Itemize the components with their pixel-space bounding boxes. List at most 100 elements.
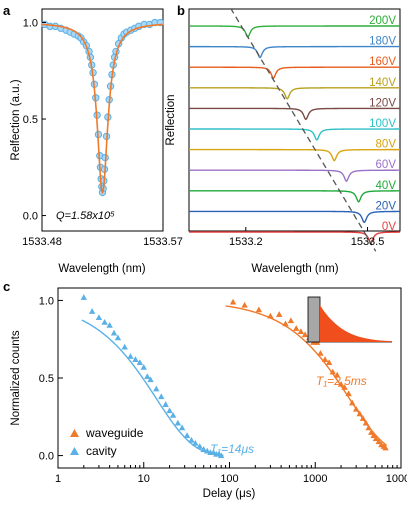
panel-a-xlabel: Wavelength (nm) xyxy=(58,263,145,275)
panel-c-data xyxy=(80,294,389,459)
legend-waveguide-label: waveguide xyxy=(85,426,144,440)
cavity-fit-label: T₁=14μs xyxy=(210,442,254,456)
panel-b-letter: b xyxy=(177,3,185,18)
panel-c-xtick-label: 1000 xyxy=(303,473,327,485)
panel-c-xtick-label: 100 xyxy=(220,473,238,485)
panel-b-ylabel: Reflection xyxy=(165,94,177,145)
legend-cavity-label: cavity xyxy=(86,444,117,458)
waveguide-point xyxy=(337,381,345,387)
cavity-point xyxy=(136,359,144,366)
panel-c-xlabel: Delay (μs) xyxy=(203,488,256,500)
voltage-label-160V: 160V xyxy=(369,56,396,68)
cavity-point xyxy=(192,439,199,446)
reflection-trace-120V xyxy=(189,107,400,121)
panel-b-frame xyxy=(188,8,401,232)
panel-c-xtick-label: 1 xyxy=(55,473,61,485)
waveguide-point xyxy=(276,311,283,317)
reflection-trace-200V xyxy=(189,25,400,38)
waveguide-point xyxy=(325,359,333,366)
panel-b-xtick-label: 1533.2 xyxy=(229,236,263,248)
voltage-label-120V: 120V xyxy=(369,97,396,109)
panel-a-data xyxy=(40,18,165,197)
waveguide-point xyxy=(359,415,367,421)
panel-c-ytick-label: 1.0 xyxy=(39,295,54,307)
voltage-label-20V: 20V xyxy=(376,200,397,212)
reflection-trace-160V xyxy=(189,66,400,80)
waveguide-point xyxy=(297,328,305,335)
voltage-label-100V: 100V xyxy=(369,118,396,130)
reflection-trace-100V xyxy=(189,128,400,141)
panel-b: b 200V 180V 160V 140V 120V 100V 80V 60V 40V 20V 0V… xyxy=(165,3,401,275)
panel-a: a 0.0 0.5 1.0 1533.48 1533.57 Q=1.58x10⁵ Wav… xyxy=(3,3,183,275)
legend-cavity-marker xyxy=(70,447,79,455)
cavity-point xyxy=(114,334,122,341)
cavity-point xyxy=(144,373,151,380)
panel-c-letter: c xyxy=(3,279,10,294)
panel-c-xtick-label: 10000 xyxy=(386,473,407,485)
panel-a-xtick-label: 1533.57 xyxy=(143,236,183,248)
reflection-trace-140V xyxy=(189,87,400,100)
inset-pulse xyxy=(307,296,321,343)
reflection-trace-60V xyxy=(189,169,400,183)
panel-c-ytick-label: 0.5 xyxy=(39,373,54,385)
pulse-decay-inset xyxy=(306,296,392,343)
panel-b-xlabel: Wavelength (nm) xyxy=(251,263,338,275)
waveguide-point xyxy=(321,356,329,362)
waveguide-point xyxy=(356,410,363,417)
panel-b-xtick-label: 1533.5 xyxy=(351,236,385,248)
waveguide-point xyxy=(382,444,389,451)
waveguide-point xyxy=(329,368,336,375)
waveguide-point xyxy=(293,325,300,331)
voltage-label-60V: 60V xyxy=(376,159,397,171)
cavity-point xyxy=(80,294,88,300)
panel-c-xtick-label: 10 xyxy=(138,473,150,485)
panel-c-ylabel: Normalized counts xyxy=(10,330,22,425)
cavity-point xyxy=(121,343,128,350)
cavity-point xyxy=(127,353,134,359)
waveguide-point xyxy=(345,390,352,397)
waveguide-fit-label: T₁=2.5ms xyxy=(316,374,367,388)
cavity-point xyxy=(178,424,186,431)
waveguide-point xyxy=(375,438,382,445)
waveguide-point xyxy=(255,306,263,313)
waveguide-point xyxy=(229,298,237,305)
voltage-label-0V: 0V xyxy=(382,221,396,233)
cavity-point xyxy=(162,401,169,407)
waveguide-point xyxy=(317,349,324,356)
waveguide-point xyxy=(372,435,380,442)
cavity-point xyxy=(217,452,225,459)
cavity-point xyxy=(174,419,182,426)
waveguide-point xyxy=(287,317,295,324)
cavity-point xyxy=(166,407,173,414)
cavity-point xyxy=(158,393,165,400)
voltage-label-180V: 180V xyxy=(369,36,396,48)
cavity-point xyxy=(188,436,195,443)
panel-a-ytick-label: 0.5 xyxy=(23,114,38,126)
lorentzian-fit-line xyxy=(41,23,164,195)
cavity-point xyxy=(200,446,207,452)
reflection-trace-40V xyxy=(189,190,400,203)
cavity-point xyxy=(95,314,103,321)
quality-factor-annotation: Q=1.58x10⁵ xyxy=(56,210,115,222)
voltage-label-140V: 140V xyxy=(369,77,396,89)
waveguide-point xyxy=(333,371,341,378)
waveguide-point xyxy=(352,405,360,412)
legend-waveguide-marker xyxy=(70,429,79,437)
waveguide-point xyxy=(241,301,248,308)
cavity-point xyxy=(183,432,191,438)
panel-c-legend: waveguide cavity xyxy=(70,426,144,458)
reflection-trace-80V xyxy=(189,148,400,162)
cavity-point xyxy=(110,329,118,336)
panel-c: c 0.0 0.5 1.0 1 10 100 1000 10000 T₁=2.5ms T₁=1… xyxy=(3,279,407,500)
waveguide-point xyxy=(341,384,348,390)
panel-c-ytick-label: 0.0 xyxy=(39,451,54,463)
waveguide-point xyxy=(301,331,309,338)
panel-a-ytick-label: 1.0 xyxy=(23,18,38,30)
cavity-point xyxy=(132,356,139,362)
panel-a-frame xyxy=(41,8,164,232)
voltage-label-80V: 80V xyxy=(376,139,397,151)
waveguide-point xyxy=(349,399,356,406)
panel-b-axes: 1533.2 1533.5 xyxy=(229,227,384,248)
waveguide-point xyxy=(362,419,370,426)
waveguide-point xyxy=(267,312,274,319)
